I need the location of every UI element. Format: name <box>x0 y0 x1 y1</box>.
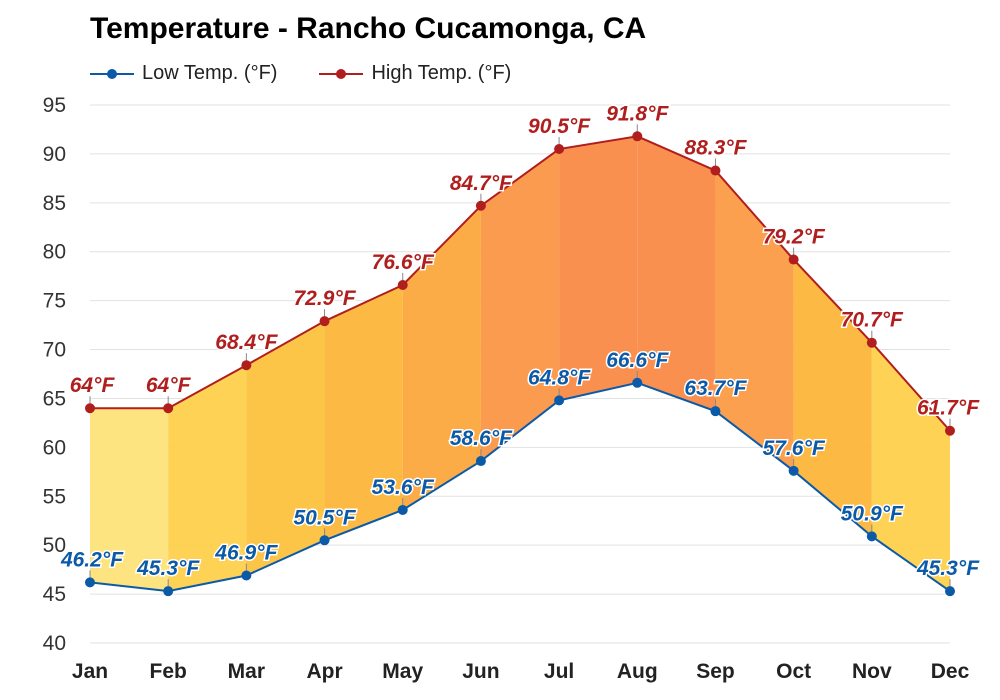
high-temp-label: 88.3°F <box>684 137 747 160</box>
range-band-layer <box>90 136 950 592</box>
low-temp-label: 57.6°F <box>763 437 826 460</box>
data-point-layer <box>85 124 955 597</box>
low-temp-label: 46.2°F <box>60 548 124 571</box>
high-temp-point <box>866 337 877 348</box>
high-temp-label: 90.5°F <box>528 115 591 138</box>
range-band <box>480 149 560 462</box>
x-tick-label: Dec <box>931 660 970 683</box>
high-temp-point <box>632 131 643 142</box>
y-tick-label: 70 <box>43 339 66 362</box>
y-tick-label: 80 <box>43 241 66 264</box>
legend-high-label: High Temp. (°F) <box>371 62 512 84</box>
high-temp-label: 70.7°F <box>841 309 904 332</box>
range-band <box>637 136 716 412</box>
range-band <box>324 284 403 541</box>
low-temp-label: 64.8°F <box>528 366 591 389</box>
low-temp-point <box>632 377 643 388</box>
chart-title: Temperature - Rancho Cucamonga, CA <box>90 12 647 45</box>
low-temp-label: 66.6°F <box>606 349 669 372</box>
y-tick-label: 85 <box>43 192 66 215</box>
y-tick-label: 75 <box>43 290 66 313</box>
y-tick-label: 50 <box>43 534 66 557</box>
high-temp-point <box>710 165 721 176</box>
high-temp-label: 64°F <box>146 374 192 397</box>
range-band <box>90 408 169 592</box>
high-temp-point <box>319 316 330 327</box>
high-temp-label: 79.2°F <box>763 226 826 249</box>
legend-low-marker-icon <box>90 68 134 79</box>
y-tick-label: 95 <box>43 94 66 117</box>
low-temp-label: 58.6°F <box>450 427 513 450</box>
low-temp-point <box>788 465 799 476</box>
x-tick-label: Jan <box>72 660 108 683</box>
high-temp-label: 91.8°F <box>606 102 669 125</box>
y-tick-label: 45 <box>43 583 66 606</box>
legend-item-low[interactable]: Low Temp. (°F) <box>90 62 277 85</box>
legend-low-label: Low Temp. (°F) <box>142 62 278 84</box>
high-temp-point <box>945 425 955 436</box>
low-temp-point <box>163 586 174 597</box>
y-tick-label: 55 <box>43 485 66 508</box>
high-temp-label: 61.7°F <box>917 397 980 420</box>
range-band <box>871 342 950 592</box>
range-band <box>559 136 638 401</box>
y-tick-label: 90 <box>43 143 66 166</box>
high-temp-point <box>241 360 252 371</box>
series-line-layer <box>89 135 951 593</box>
high-temp-label: 64°F <box>70 374 116 397</box>
low-temp-point <box>397 504 408 515</box>
high-temp-label: 68.4°F <box>215 331 278 354</box>
axis-layer: 40 45 50 55 60 65 70 75 80 85 90 95 Jan Feb Mar Apr May J… <box>43 94 970 683</box>
x-tick-label: Aug <box>617 660 658 683</box>
x-tick-label: Apr <box>306 660 342 683</box>
high-temp-point <box>475 200 486 211</box>
low-temp-point <box>85 577 95 588</box>
low-temp-label: 63.7°F <box>684 377 747 400</box>
low-temp-point <box>475 456 486 467</box>
x-tick-label: Nov <box>852 660 892 683</box>
legend-high-marker-icon <box>319 68 364 79</box>
y-tick-label: 40 <box>43 632 66 655</box>
low-temp-label: 45.3°F <box>136 557 200 580</box>
low-temp-label: 50.5°F <box>293 506 356 529</box>
low-temp-label: 45.3°F <box>916 557 980 580</box>
y-tick-label: 65 <box>43 387 66 410</box>
high-temp-point <box>163 403 174 414</box>
x-tick-label: Mar <box>228 660 265 683</box>
low-temp-line <box>89 381 951 593</box>
high-temp-label: 72.9°F <box>293 287 356 310</box>
low-temp-label: 46.9°F <box>214 542 278 565</box>
high-temp-label: 76.6°F <box>372 251 435 274</box>
range-band <box>168 365 247 592</box>
low-temp-label: 53.6°F <box>372 476 435 499</box>
high-temp-point <box>788 254 799 265</box>
low-temp-point <box>319 535 330 546</box>
low-temp-point <box>866 531 877 542</box>
x-tick-label: Jun <box>462 660 499 683</box>
high-temp-label: 84.7°F <box>450 172 513 195</box>
data-label-layer: 46.2°F 45.3°F 46.9°F 50.5°F 53.6°F 58.6°F 64.8… <box>58 101 981 582</box>
high-temp-point <box>85 403 95 414</box>
range-band <box>246 321 325 576</box>
x-tick-label: Feb <box>150 660 187 683</box>
high-temp-line <box>90 135 951 432</box>
x-tick-label: Sep <box>696 660 735 683</box>
legend-item-high[interactable]: High Temp. (°F) <box>319 62 511 85</box>
range-band <box>793 259 872 537</box>
x-tick-label: Jul <box>544 660 574 683</box>
legend: Low Temp. (°F) High Temp. (°F) <box>90 62 511 85</box>
range-band <box>402 205 481 510</box>
high-temp-point <box>554 144 565 155</box>
low-temp-point <box>554 395 565 406</box>
low-temp-label: 50.9°F <box>841 502 904 525</box>
range-band <box>715 170 794 471</box>
low-temp-point <box>241 570 252 581</box>
low-temp-point <box>945 586 955 597</box>
x-tick-label: Oct <box>776 660 811 683</box>
y-tick-label: 60 <box>43 436 66 459</box>
x-tick-label: May <box>382 660 423 683</box>
low-temp-point <box>710 406 721 417</box>
high-temp-point <box>397 279 408 290</box>
